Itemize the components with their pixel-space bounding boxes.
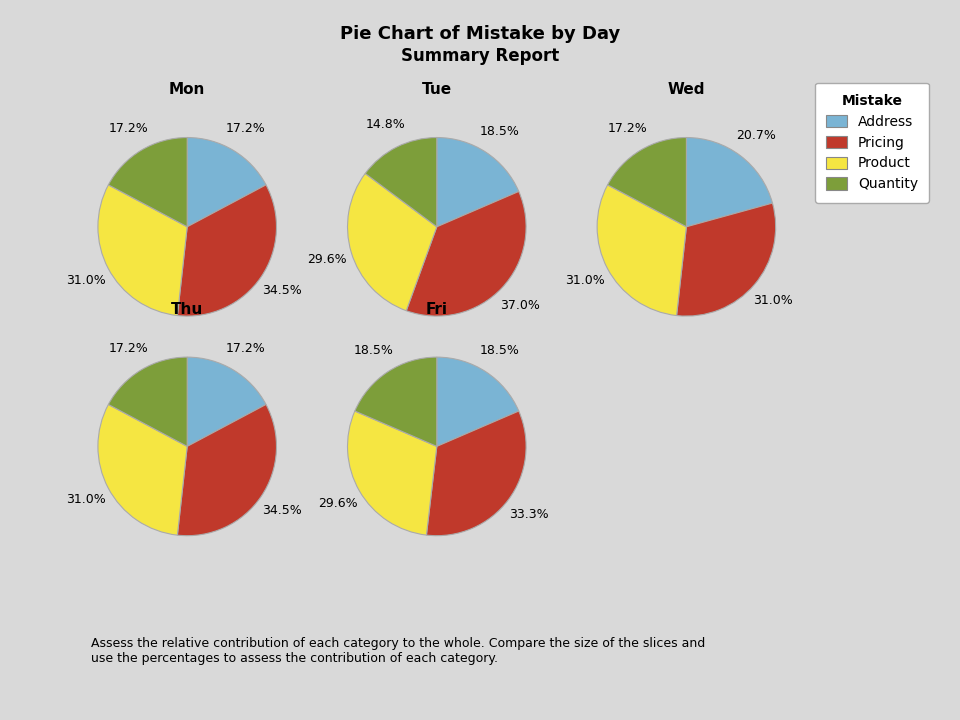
Wedge shape bbox=[355, 357, 437, 446]
Text: 33.3%: 33.3% bbox=[509, 508, 548, 521]
Wedge shape bbox=[187, 357, 266, 446]
Wedge shape bbox=[437, 357, 518, 446]
Wedge shape bbox=[608, 138, 686, 227]
Text: Assess the relative contribution of each category to the whole. Compare the size: Assess the relative contribution of each… bbox=[91, 637, 706, 665]
Wedge shape bbox=[365, 138, 437, 227]
Legend: Address, Pricing, Product, Quantity: Address, Pricing, Product, Quantity bbox=[815, 83, 929, 202]
Text: Thu: Thu bbox=[171, 302, 204, 317]
Wedge shape bbox=[98, 405, 187, 535]
Text: 29.6%: 29.6% bbox=[307, 253, 348, 266]
Wedge shape bbox=[437, 138, 518, 227]
Wedge shape bbox=[677, 203, 776, 316]
Wedge shape bbox=[178, 185, 276, 316]
Text: Fri: Fri bbox=[426, 302, 447, 317]
Text: Mon: Mon bbox=[169, 82, 205, 97]
Text: 17.2%: 17.2% bbox=[108, 122, 148, 135]
Wedge shape bbox=[187, 138, 266, 227]
Text: 18.5%: 18.5% bbox=[354, 344, 394, 357]
Text: Pie Chart of Mistake by Day: Pie Chart of Mistake by Day bbox=[340, 25, 620, 43]
Text: 31.0%: 31.0% bbox=[754, 294, 793, 307]
Text: 17.2%: 17.2% bbox=[608, 122, 647, 135]
Text: 17.2%: 17.2% bbox=[227, 342, 266, 355]
Wedge shape bbox=[426, 411, 526, 536]
Text: Wed: Wed bbox=[667, 82, 706, 97]
Wedge shape bbox=[597, 185, 686, 315]
Text: Summary Report: Summary Report bbox=[401, 47, 559, 65]
Wedge shape bbox=[686, 138, 773, 227]
Text: 29.6%: 29.6% bbox=[318, 497, 358, 510]
Text: 18.5%: 18.5% bbox=[480, 344, 519, 357]
Text: 20.7%: 20.7% bbox=[735, 130, 776, 143]
Text: 17.2%: 17.2% bbox=[227, 122, 266, 135]
Text: 14.8%: 14.8% bbox=[366, 118, 405, 131]
Text: 31.0%: 31.0% bbox=[66, 274, 106, 287]
Wedge shape bbox=[348, 174, 437, 311]
Wedge shape bbox=[108, 357, 187, 446]
Text: 31.0%: 31.0% bbox=[66, 493, 106, 506]
Wedge shape bbox=[348, 411, 437, 535]
Text: Tue: Tue bbox=[421, 82, 452, 97]
Text: 34.5%: 34.5% bbox=[262, 284, 301, 297]
Text: 17.2%: 17.2% bbox=[108, 342, 148, 355]
Wedge shape bbox=[108, 138, 187, 227]
Text: 34.5%: 34.5% bbox=[262, 504, 301, 517]
Wedge shape bbox=[178, 405, 276, 536]
Wedge shape bbox=[98, 185, 187, 315]
Wedge shape bbox=[406, 192, 526, 316]
Text: 18.5%: 18.5% bbox=[480, 125, 519, 138]
Text: 31.0%: 31.0% bbox=[565, 274, 605, 287]
Text: 37.0%: 37.0% bbox=[500, 299, 540, 312]
